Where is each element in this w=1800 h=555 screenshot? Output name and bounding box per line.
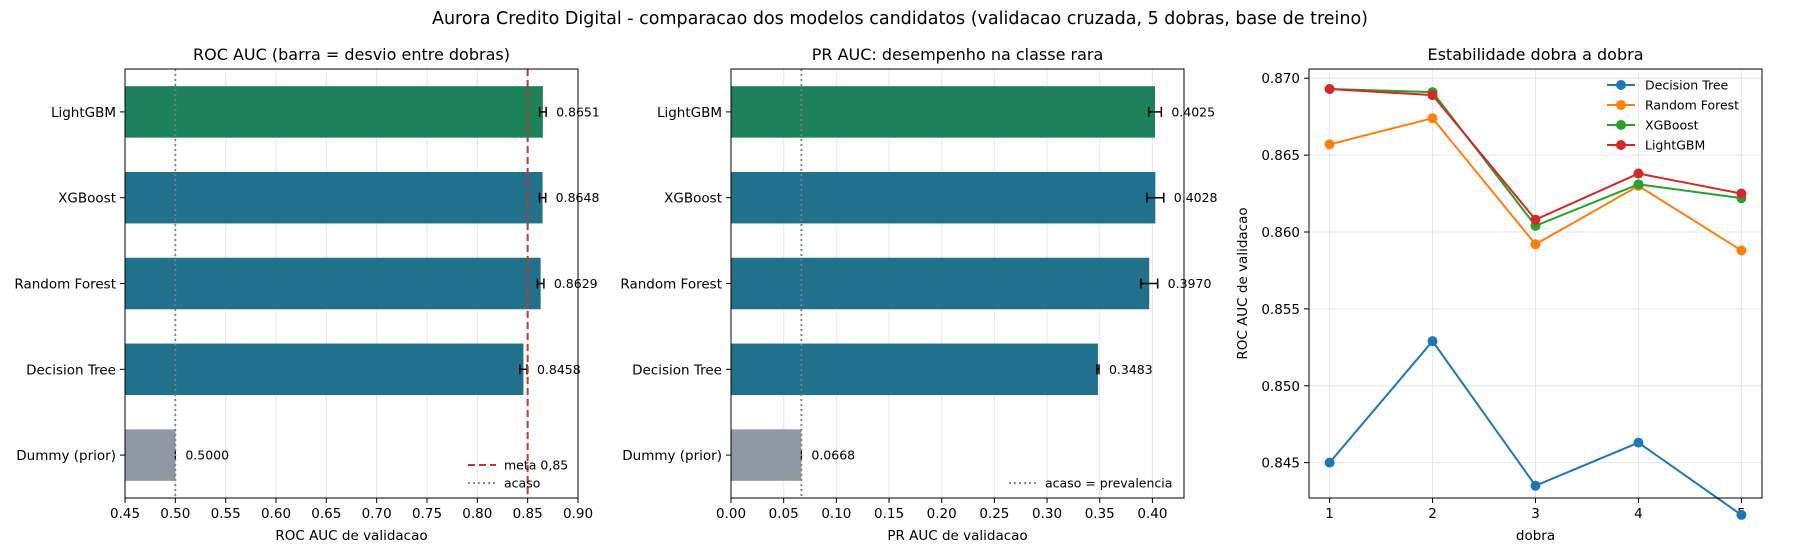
bar-random-forest [731,257,1150,310]
legend-label: Decision Tree [1645,78,1729,93]
legend-label: Random Forest [1645,98,1739,113]
y-tick-label: XGBoost [58,191,116,207]
x-tick-label: 0.25 [979,506,1009,522]
legend-label: meta 0,85 [504,458,568,473]
x-tick-label: 0.75 [412,506,442,522]
data-point [1427,113,1438,124]
data-point [1324,457,1335,468]
data-point [1736,509,1747,520]
legend-marker [1616,140,1626,150]
x-axis-label: dobra [1516,528,1555,544]
x-tick-label: 0.40 [1137,506,1167,522]
data-label: 0.8629 [554,276,598,291]
x-tick-label: 0.35 [1085,506,1115,522]
x-axis-label: PR AUC de validacao [887,528,1027,544]
y-tick-label: XGBoost [664,191,722,207]
bar-lightgbm [125,86,543,138]
x-tick-label: 0.60 [261,506,291,522]
x-tick-label: 0.80 [462,506,492,522]
x-tick-label: 0.10 [821,506,851,522]
data-label: 0.4025 [1171,104,1215,119]
data-point [1530,214,1541,225]
bar-dummy-prior- [731,429,802,481]
x-tick-label: 3 [1531,506,1540,522]
y-axis-label: ROC AUC de validacao [1235,207,1251,359]
data-label: 0.3970 [1168,276,1212,291]
bar-xgboost [125,171,543,224]
x-tick-label: 0.90 [563,506,593,522]
legend-marker [1616,120,1626,130]
x-tick-label: 0.70 [362,506,392,522]
data-point [1633,179,1644,190]
legend-label: XGBoost [1645,118,1699,133]
bar-random-forest [125,257,541,310]
legend-label: LightGBM [1645,138,1705,153]
x-tick-label: 0.45 [110,506,140,522]
data-label: 0.8458 [537,362,581,377]
x-tick-label: 0.05 [769,506,799,522]
y-tick-label: Random Forest [14,277,116,293]
bar-decision-tree [731,343,1098,396]
legend-label: acaso [504,476,540,491]
x-tick-label: 0.30 [1032,506,1062,522]
y-tick-label: 0.850 [1261,379,1300,395]
legend-label: acaso = prevalencia [1045,476,1172,491]
panel-title: Estabilidade dobra a dobra [1427,45,1643,64]
bar-xgboost [731,171,1156,224]
y-tick-label: Decision Tree [632,362,722,378]
x-tick-label: 1 [1325,506,1334,522]
y-tick-label: Decision Tree [26,362,116,378]
data-label: 0.5000 [185,448,229,463]
y-tick-label: LightGBM [51,105,116,121]
axes-frame [730,68,1185,499]
bar-lightgbm [731,86,1156,138]
x-tick-label: 0.00 [716,506,746,522]
roc-auc-panel: ROC AUC (barra = desvio entre dobras) 0.4… [14,45,599,544]
legend-marker [1616,80,1626,90]
data-point [1427,90,1438,101]
y-tick-label: Random Forest [620,277,722,293]
data-point [1633,168,1644,179]
bar-decision-tree [125,343,524,396]
data-label: 0.4028 [1174,190,1218,205]
x-tick-label: 0.85 [513,506,543,522]
bar-dummy-prior- [125,429,176,481]
x-tick-label: 0.15 [874,506,904,522]
x-tick-label: 2 [1428,506,1437,522]
data-label: 0.0668 [811,448,855,463]
y-tick-label: 0.860 [1261,225,1300,241]
y-tick-label: 0.855 [1261,302,1300,318]
data-point [1427,336,1438,347]
axes-frame [1308,68,1763,499]
y-tick-label: LightGBM [657,105,722,121]
x-tick-label: 4 [1634,506,1643,522]
data-label: 0.3483 [1109,362,1153,377]
y-tick-label: 0.870 [1261,71,1300,87]
panel-title: PR AUC: desempenho na classe rara [812,45,1104,64]
data-point [1530,239,1541,250]
x-axis-label: ROC AUC de validacao [275,528,427,544]
data-point [1736,188,1747,199]
axes-frame [124,68,579,499]
y-tick-label: Dummy (prior) [16,448,116,464]
y-tick-label: 0.845 [1261,456,1300,472]
x-tick-label: 0.20 [927,506,957,522]
x-tick-label: 0.65 [311,506,341,522]
x-tick-label: 0.50 [160,506,190,522]
data-point [1324,83,1335,94]
data-point [1736,245,1747,256]
pr-auc-panel: PR AUC: desempenho na classe rara 0.00 0.0… [620,45,1217,544]
figure-suptitle: Aurora Credito Digital - comparacao dos … [432,9,1368,29]
fold-stability-panel: Estabilidade dobra a dobra 0.845 0.850 0.85… [1235,45,1763,544]
panel-title: ROC AUC (barra = desvio entre dobras) [193,45,510,64]
data-point [1324,139,1335,150]
x-tick-label: 0.55 [211,506,241,522]
y-tick-label: Dummy (prior) [622,448,722,464]
data-point [1633,437,1644,448]
data-point [1530,480,1541,491]
legend-marker [1616,100,1626,110]
y-tick-label: 0.865 [1261,148,1300,164]
